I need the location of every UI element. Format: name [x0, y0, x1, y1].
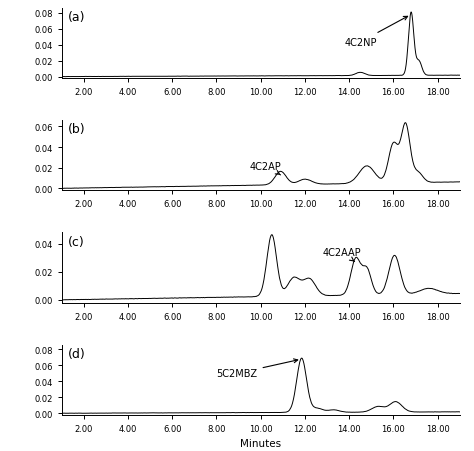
Text: 4C2NP: 4C2NP — [345, 17, 408, 47]
Text: (c): (c) — [68, 235, 84, 248]
Text: (b): (b) — [68, 123, 85, 136]
Text: (a): (a) — [68, 11, 85, 24]
X-axis label: Minutes: Minutes — [240, 438, 281, 448]
Text: 4C2AAP: 4C2AAP — [323, 248, 361, 262]
Text: (d): (d) — [68, 347, 85, 360]
Text: 5C2MBZ: 5C2MBZ — [217, 359, 298, 378]
Text: 4C2AP: 4C2AP — [250, 161, 282, 175]
